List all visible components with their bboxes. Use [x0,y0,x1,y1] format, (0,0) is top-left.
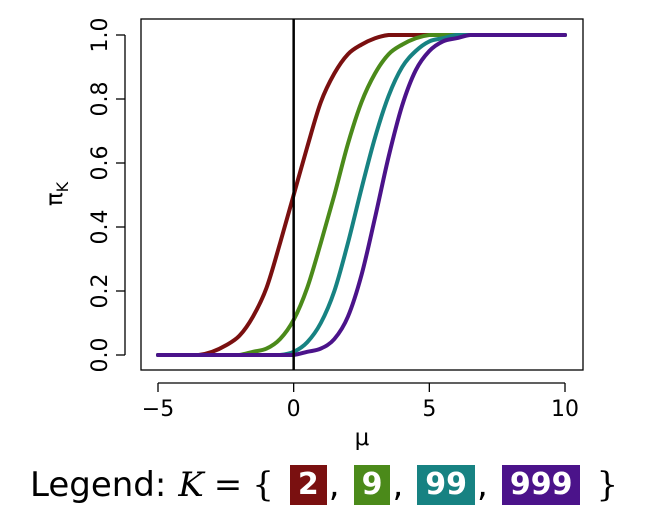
y-tick-label: 0.2 [88,274,113,309]
x-tick-label: 0 [287,397,301,422]
y-axis-label-main: π [42,192,68,206]
legend-separator: , [328,465,340,505]
y-axis-label: πK [42,181,72,206]
x-tick-label: 10 [551,397,579,422]
legend-chip-99: 99 [417,465,476,505]
y-axis-label-subscript: K [53,181,72,192]
x-axis: −5 0 5 10 [142,382,579,422]
x-tick-label: −5 [142,397,174,422]
legend-separator: , [392,465,404,505]
y-tick-label: 1.0 [88,18,113,53]
y-tick-label: 0.6 [88,146,113,181]
legend-close-brace: } [596,465,619,505]
legend-prefix: Legend: [30,465,167,505]
y-tick-label: 0.4 [88,210,113,245]
legend-k-variable: K [178,465,204,505]
series-line-99 [156,33,567,357]
legend-chip-9: 9 [353,465,391,505]
legend-separator: , [477,465,488,505]
series-lines [156,33,567,357]
x-axis-label: μ [355,425,370,451]
y-tick-label: 0.8 [88,82,113,117]
legend-open-brace: { [252,465,274,505]
y-axis-label-group: πK [42,181,72,206]
plot-frame [140,18,584,371]
legend-equals: = [213,465,243,505]
y-tick-label: 0.0 [88,338,113,373]
legend: Legend: K = { 2, 9, 99, 999 } [30,456,618,514]
sigmoid-chart: −5 0 5 10 0.0 0.2 0.4 0.6 0.8 1.0 μ πK [42,18,584,451]
y-axis: 0.0 0.2 0.4 0.6 0.8 1.0 [88,18,126,373]
x-tick-label: 5 [422,397,436,422]
series-line-999 [156,33,567,357]
legend-chip-999: 999 [501,465,581,505]
legend-chip-2: 2 [289,465,327,505]
